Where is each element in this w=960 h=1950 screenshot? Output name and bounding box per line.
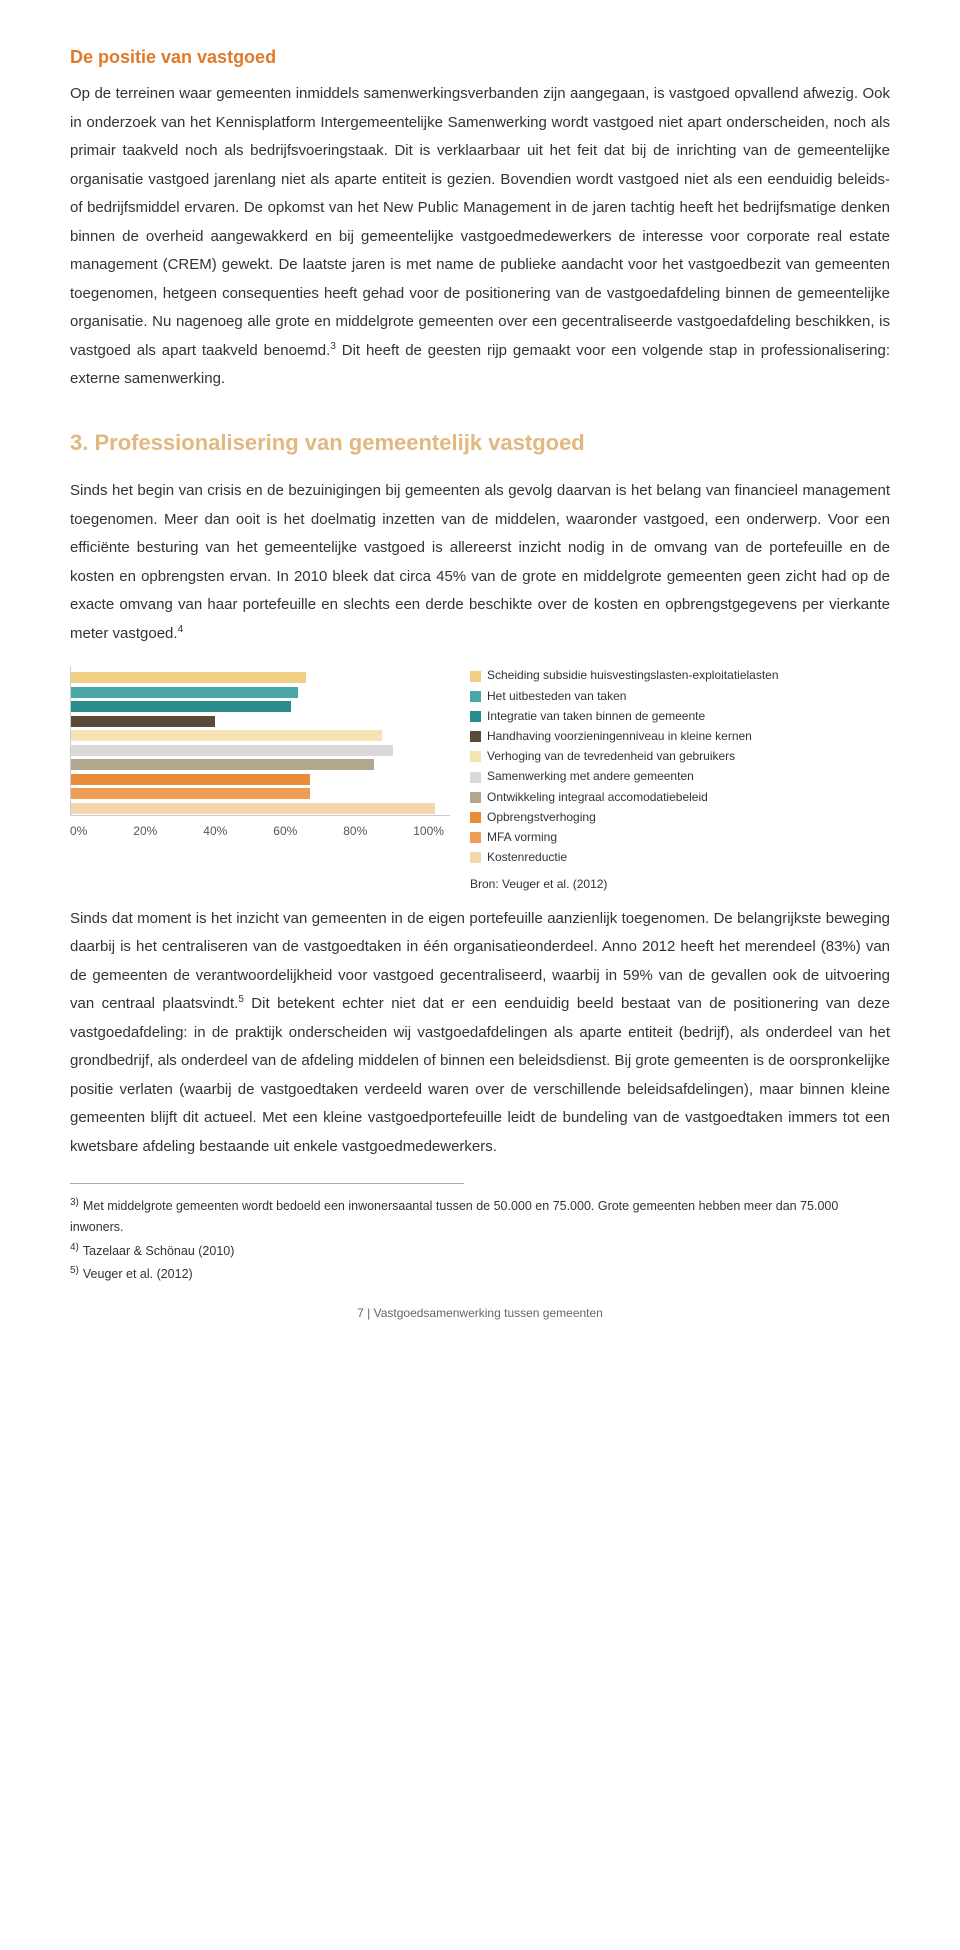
bar-chart-figure: 0% 20% 40% 60% 80% 100% Scheiding subsidie hu… — [70, 666, 890, 894]
x-tick: 0% — [70, 820, 87, 843]
legend-swatch — [470, 812, 481, 823]
x-axis: 0% 20% 40% 60% 80% 100% — [70, 820, 450, 843]
legend-label: Opbrengstverhoging — [487, 808, 596, 827]
legend-label: Handhaving voorzieningenniveau in kleine… — [487, 727, 752, 746]
footnote: 3)Met middelgrote gemeenten wordt bedoel… — [70, 1194, 890, 1239]
bar — [71, 788, 310, 799]
bar — [71, 687, 298, 698]
legend-swatch — [470, 751, 481, 762]
chart-legend: Scheiding subsidie huisvestingslasten-ex… — [470, 666, 890, 894]
legend-label: MFA vorming — [487, 828, 557, 847]
legend-label: Scheiding subsidie huisvestingslasten-ex… — [487, 666, 779, 685]
legend-item: Ontwikkeling integraal accomodatiebeleid — [470, 788, 890, 807]
legend-label: Het uitbesteden van taken — [487, 687, 626, 706]
legend-item: Scheiding subsidie huisvestingslasten-ex… — [470, 666, 890, 685]
para1-text: Op de terreinen waar gemeenten inmiddels… — [70, 85, 890, 359]
footnote-num: 3) — [70, 1197, 79, 1208]
legend-item: Samenwerking met andere gemeenten — [470, 767, 890, 786]
legend-swatch — [470, 792, 481, 803]
x-tick: 80% — [343, 820, 367, 843]
bar — [71, 701, 291, 712]
footnote-text: Veuger et al. (2012) — [83, 1267, 193, 1281]
footnote-num: 4) — [70, 1242, 79, 1253]
bar — [71, 730, 382, 741]
footnote-text: Met middelgrote gemeenten wordt bedoeld … — [70, 1199, 838, 1234]
x-tick: 60% — [273, 820, 297, 843]
legend-swatch — [470, 832, 481, 843]
paragraph-1: Op de terreinen waar gemeenten inmiddels… — [70, 80, 890, 394]
x-tick: 20% — [133, 820, 157, 843]
legend-item: Integratie van taken binnen de gemeente — [470, 707, 890, 726]
legend-label: Ontwikkeling integraal accomodatiebeleid — [487, 788, 708, 807]
legend-label: Verhoging van de tevredenheid van gebrui… — [487, 747, 735, 766]
legend-swatch — [470, 731, 481, 742]
legend-item: Kostenreductie — [470, 848, 890, 867]
legend-item: Het uitbesteden van taken — [470, 687, 890, 706]
chart-source: Bron: Veuger et al. (2012) — [470, 875, 890, 894]
legend-label: Samenwerking met andere gemeenten — [487, 767, 694, 786]
footnote-num: 5) — [70, 1265, 79, 1276]
subheading: De positie van vastgoed — [70, 40, 890, 74]
footnote: 4) Tazelaar & Schönau (2010) — [70, 1239, 890, 1262]
bar — [71, 803, 435, 814]
footnote-ref-4: 4 — [178, 624, 184, 635]
bar — [71, 716, 215, 727]
bar — [71, 774, 310, 785]
bar — [71, 759, 374, 770]
legend-swatch — [470, 691, 481, 702]
legend-item: Opbrengstverhoging — [470, 808, 890, 827]
para3-tail: Dit betekent echter niet dat er een eend… — [70, 995, 890, 1155]
bar-chart: 0% 20% 40% 60% 80% 100% — [70, 666, 450, 843]
section-heading: 3. Professionalisering van gemeentelijk … — [70, 422, 890, 464]
x-tick: 100% — [413, 820, 444, 843]
legend-label: Kostenreductie — [487, 848, 567, 867]
legend-item: Handhaving voorzieningenniveau in kleine… — [470, 727, 890, 746]
legend-swatch — [470, 772, 481, 783]
footnote-text: Tazelaar & Schönau (2010) — [83, 1244, 234, 1258]
para2-text: Sinds het begin van crisis en de bezuini… — [70, 482, 890, 642]
page-footer: 7 | Vastgoedsamenwerking tussen gemeente… — [70, 1302, 890, 1325]
bar — [71, 672, 306, 683]
legend-swatch — [470, 671, 481, 682]
footnote-divider — [70, 1183, 464, 1184]
footnotes: 3)Met middelgrote gemeenten wordt bedoel… — [70, 1194, 890, 1285]
bar — [71, 745, 393, 756]
paragraph-3: Sinds dat moment is het inzicht van geme… — [70, 905, 890, 1162]
legend-item: Verhoging van de tevredenheid van gebrui… — [470, 747, 890, 766]
legend-swatch — [470, 852, 481, 863]
paragraph-2: Sinds het begin van crisis en de bezuini… — [70, 477, 890, 648]
footnote: 5) Veuger et al. (2012) — [70, 1262, 890, 1285]
legend-swatch — [470, 711, 481, 722]
legend-label: Integratie van taken binnen de gemeente — [487, 707, 705, 726]
legend-item: MFA vorming — [470, 828, 890, 847]
x-tick: 40% — [203, 820, 227, 843]
